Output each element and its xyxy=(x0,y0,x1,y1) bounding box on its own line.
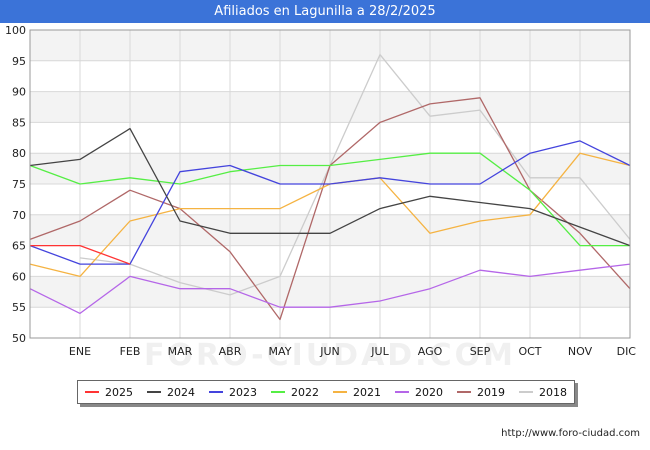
y-tick-label: 85 xyxy=(12,116,26,129)
legend-swatch xyxy=(147,391,161,393)
y-axis-tick-labels: 50 55 60 65 70 75 80 85 90 95 100 xyxy=(5,24,26,345)
plot-frame xyxy=(29,29,631,339)
chart-title: Afiliados en Lagunilla a 28/2/2025 xyxy=(0,0,650,23)
y-tick-label: 75 xyxy=(12,178,26,191)
legend-swatch xyxy=(519,391,533,393)
x-tick-label: JUN xyxy=(319,345,340,358)
legend-item-2019: 2019 xyxy=(457,386,505,399)
x-tick-label: SEP xyxy=(470,345,491,358)
x-tick-label: ABR xyxy=(219,345,242,358)
y-tick-label: 70 xyxy=(12,209,26,222)
legend-item-2023: 2023 xyxy=(209,386,257,399)
legend-item-2022: 2022 xyxy=(271,386,319,399)
x-tick-label: OCT xyxy=(518,345,541,358)
x-tick-label: DIC xyxy=(617,345,637,358)
series-line-2022 xyxy=(29,152,630,247)
legend-swatch xyxy=(457,391,471,393)
watermark: FORO-CIUDAD.COM xyxy=(144,338,516,373)
x-tick-label: NOV xyxy=(568,345,593,358)
x-tick-label: ENE xyxy=(69,345,91,358)
legend-label: 2018 xyxy=(539,385,567,399)
legend-item-2025: 2025 xyxy=(85,386,133,399)
x-tick-label: MAR xyxy=(168,345,193,358)
legend-label: 2022 xyxy=(291,385,319,399)
y-tick-label: 65 xyxy=(12,240,26,253)
y-tick-label: 90 xyxy=(12,86,26,99)
y-tick-label: 60 xyxy=(12,270,26,283)
legend-label: 2021 xyxy=(353,385,381,399)
series-line-2020 xyxy=(29,263,631,315)
source-link[interactable]: http://www.foro-ciudad.com xyxy=(501,428,640,439)
legend-item-2021: 2021 xyxy=(333,386,381,399)
x-tick-label: MAY xyxy=(269,345,292,358)
legend-label: 2024 xyxy=(167,385,195,399)
legend-swatch xyxy=(209,391,223,393)
y-tick-label: 80 xyxy=(12,147,26,160)
x-tick-label: FEB xyxy=(120,345,141,358)
legend-swatch xyxy=(395,391,409,393)
legend-item-2024: 2024 xyxy=(147,386,195,399)
legend-item-2018: 2018 xyxy=(519,386,567,399)
x-axis-tick-labels: ENE FEB MAR ABR MAY JUN JUL AGO SEP OCT NOV DIC xyxy=(69,345,636,358)
x-tick-label: AGO xyxy=(418,345,443,358)
y-tick-label: 55 xyxy=(12,301,26,314)
legend-label: 2020 xyxy=(415,385,443,399)
y-tick-label: 50 xyxy=(12,332,26,345)
x-tick-label: JUL xyxy=(370,345,389,358)
legend-item-2020: 2020 xyxy=(395,386,443,399)
legend: 2025 2024 2023 2022 2021 2020 2019 2018 xyxy=(77,380,575,404)
y-tick-label: 100 xyxy=(5,24,26,37)
series-lines xyxy=(29,53,631,321)
legend-label: 2019 xyxy=(477,385,505,399)
series-line-2024 xyxy=(29,127,631,247)
legend-swatch xyxy=(333,391,347,393)
y-tick-label: 95 xyxy=(12,55,26,68)
legend-swatch xyxy=(85,391,99,393)
series-line-2025 xyxy=(30,244,131,265)
legend-label: 2023 xyxy=(229,385,257,399)
legend-swatch xyxy=(271,391,285,393)
series-line-2018 xyxy=(79,53,631,296)
legend-label: 2025 xyxy=(105,385,133,399)
